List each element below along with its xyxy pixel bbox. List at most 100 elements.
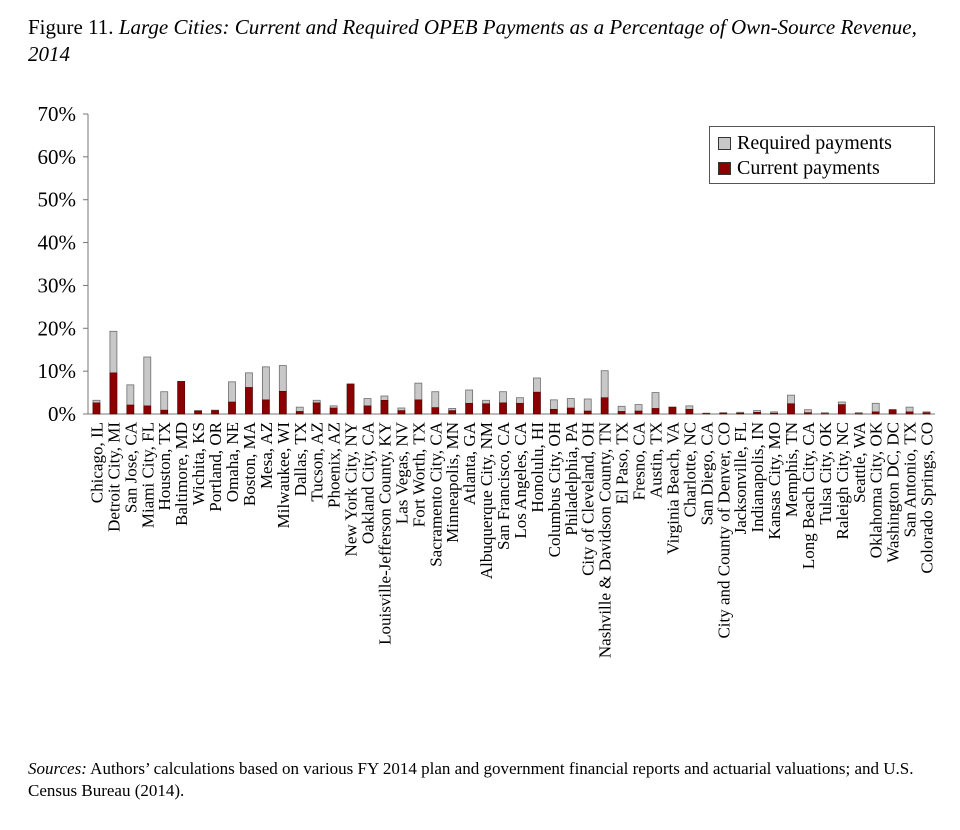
x-tick-label: Dallas, TX [291, 422, 310, 496]
x-tick-label: Raleigh City, NC [833, 422, 852, 539]
bar-current [228, 401, 236, 415]
x-tick-label: Fresno, CA [630, 421, 649, 500]
x-tick-label: Miami City, FL [138, 422, 157, 528]
x-tick-label: Boston, MA [240, 421, 259, 506]
x-tick-label: San Francisco, CA [494, 421, 513, 550]
bar-current [719, 412, 728, 415]
x-tick-label: Omaha, NE [223, 422, 242, 502]
bar-current [482, 403, 490, 415]
bar-current [651, 408, 660, 415]
figure-title-text: Large Cities: Current and Required OPEB … [28, 15, 917, 66]
legend-item-current: Current payments [718, 157, 880, 179]
bar-current [92, 402, 101, 415]
x-tick-label: Portland, OR [206, 421, 225, 511]
y-tick-label: 70% [38, 102, 77, 126]
x-tick-label: Baltimore, MD [172, 422, 191, 526]
bar-current [194, 410, 202, 415]
x-tick-label: New York City, NY [342, 422, 361, 556]
bar-current [922, 412, 931, 415]
x-tick-label: Kansas City, MO [765, 422, 784, 539]
x-tick-label: City of Cleveland, OH [579, 422, 598, 576]
bar-current [804, 412, 812, 415]
x-tick-label: San Antonio, TX [901, 422, 920, 537]
x-tick-label: City and County of Denver, CO [714, 422, 733, 639]
bar-current [871, 411, 880, 415]
bar-current [499, 402, 507, 415]
bar-current [380, 399, 389, 415]
x-tick-label: Tucson, AZ [308, 422, 327, 502]
x-tick-label: Nashville & Davidson County, TN [596, 422, 615, 658]
x-tick-label: Jacksonville, FL [731, 422, 750, 534]
bar-current [346, 383, 355, 415]
x-tick-label: Oklahoma City, OK [867, 421, 886, 558]
bar-current [905, 411, 914, 415]
legend-item-required: Required payments [718, 132, 892, 154]
x-tick-label: Seattle, WA [850, 421, 869, 503]
x-tick-label: Phoenix, AZ [325, 422, 344, 508]
bar-current [245, 387, 253, 415]
x-tick-label: Indianapolis, IN [748, 422, 767, 532]
x-tick-label: Louisville-Jefferson County, KY [375, 422, 394, 645]
legend-label-required: Required payments [737, 131, 892, 154]
y-tick-label: 0% [48, 402, 76, 426]
bar-current [312, 402, 321, 415]
bar-current [329, 407, 338, 415]
y-tick-label: 10% [38, 359, 77, 383]
x-tick-label: Colorado Springs, CO [918, 422, 937, 574]
source-text: Authors’ calculations based on various F… [28, 759, 914, 800]
bar-current [143, 405, 152, 415]
x-tick-label: Albuquerque City, NM [477, 422, 496, 579]
bar-current [533, 391, 541, 415]
bar-current [397, 410, 406, 415]
x-tick-label: Virginia Beach, VA [663, 421, 682, 554]
bar-required [143, 356, 152, 415]
x-tick-label: Milwaukee, WI [274, 422, 293, 529]
x-tick-label: Houston, TX [155, 422, 174, 510]
bar-current [465, 402, 473, 415]
bar-current [685, 408, 694, 415]
bar-current [838, 404, 846, 415]
x-tick-label: Columbus City, OH [545, 422, 564, 557]
x-tick-label: Washington DC, DC [884, 422, 903, 563]
x-tick-label: Memphis, TN [782, 422, 801, 517]
x-tick-label: Philadelphia, PA [562, 421, 581, 535]
bar-current [448, 410, 457, 415]
y-tick-label: 30% [38, 273, 77, 297]
x-tick-label: Long Beach City, CA [799, 421, 818, 569]
bar-current [211, 410, 219, 415]
x-tick-label: Detroit City, MI [104, 422, 123, 532]
x-tick-label: Sacramento City, CA [426, 421, 445, 567]
bar-current [566, 407, 575, 415]
x-tick-label: Fort Worth, TX [409, 422, 428, 527]
legend-label-current: Current payments [737, 156, 880, 179]
bar-current [126, 404, 135, 415]
bar-current [516, 402, 524, 415]
bar-current [888, 409, 897, 415]
legend-swatch-required [718, 136, 731, 150]
bar-current [770, 412, 778, 415]
bar-current [550, 408, 558, 415]
bar-current [262, 399, 270, 415]
x-tick-label: San Jose, CA [121, 421, 140, 513]
x-tick-label: Oakland City, CA [359, 421, 378, 544]
bar-current [753, 411, 761, 415]
bar-current [414, 399, 423, 415]
x-tick-label: Minneapolis, MN [443, 422, 462, 543]
legend-swatch-current [718, 161, 731, 175]
x-tick-label: Los Angeles, CA [511, 421, 530, 538]
source-note: Sources: Authors’ calculations based on … [28, 758, 933, 802]
x-tick-label: Mesa, AZ [257, 422, 276, 489]
bar-current [177, 381, 185, 415]
bar-current [617, 411, 626, 415]
x-tick-label: Atlanta, GA [460, 421, 479, 505]
bar-current [295, 411, 304, 415]
x-tick-label: Tulsa City, OK [816, 421, 835, 524]
bar-current [431, 407, 440, 415]
y-tick-label: 20% [38, 316, 77, 340]
bar-current [279, 390, 287, 415]
x-tick-label: Honolulu, HI [528, 422, 547, 513]
figure-title: Figure 11. Large Cities: Current and Req… [28, 14, 943, 68]
source-label: Sources: [28, 759, 87, 778]
x-tick-label: Austin, TX [646, 422, 665, 498]
x-tick-label: Charlotte, NC [680, 422, 699, 517]
